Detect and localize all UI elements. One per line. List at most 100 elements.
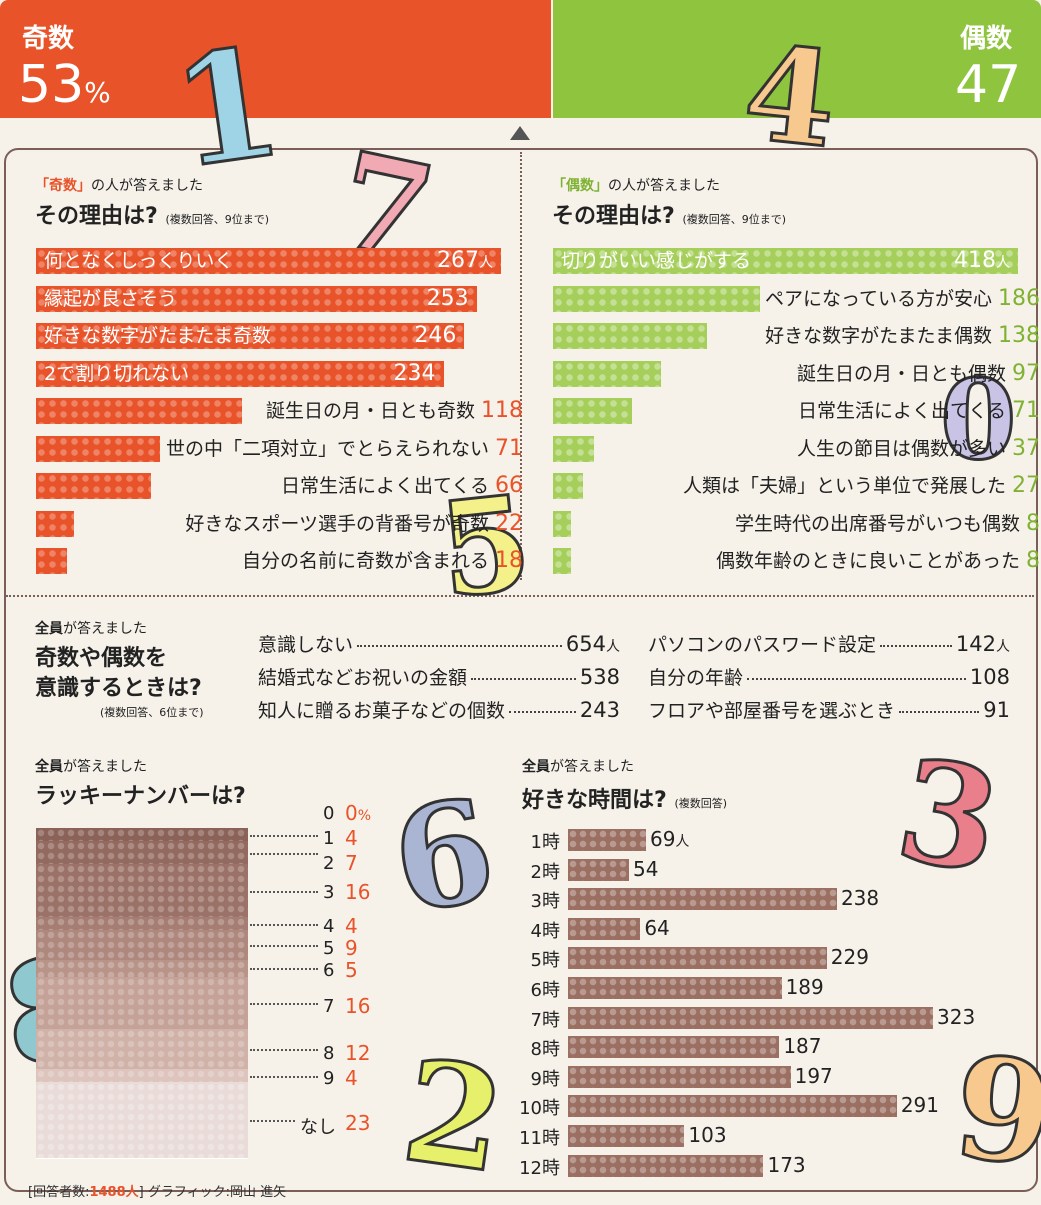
aware-value: 91 bbox=[983, 697, 1010, 722]
aware-respondents: 全員が答えました bbox=[35, 621, 147, 637]
reason-value: 97 bbox=[1012, 360, 1040, 386]
aware-label: 知人に贈るお菓子などの個数 bbox=[258, 700, 506, 722]
time-bar bbox=[568, 1154, 764, 1177]
lucky-segment bbox=[36, 841, 248, 866]
lucky-segment bbox=[36, 917, 248, 932]
time-bar bbox=[568, 1006, 933, 1029]
reason-label: 日常生活によく出てくる 71 bbox=[798, 398, 1040, 424]
lucky-number-label: 0 bbox=[323, 803, 335, 824]
reason-text: 日常生活によく出てくる bbox=[280, 475, 489, 497]
lucky-segment bbox=[36, 960, 248, 978]
number-zero-icon: 0 bbox=[939, 354, 1019, 486]
time-value: 229 bbox=[830, 945, 869, 970]
lucky-number-label: なし bbox=[300, 1117, 336, 1138]
lucky-leader bbox=[250, 890, 318, 893]
reason-value: 66 bbox=[495, 473, 523, 498]
reason-bar bbox=[553, 360, 661, 387]
lucky-value: 16 bbox=[345, 994, 371, 1018]
reason-bar bbox=[36, 285, 477, 312]
reason-bar bbox=[553, 473, 584, 499]
even-label: 偶数 bbox=[960, 24, 1013, 54]
reason-value: 246 bbox=[414, 323, 457, 348]
time-value: 238 bbox=[840, 886, 880, 911]
reason-text: 人生の節目は偶数が多い bbox=[796, 437, 1006, 460]
reason-label: 好きな数字がたまたま偶数 138 bbox=[765, 323, 1040, 349]
lucky-number-label: 8 bbox=[323, 1043, 335, 1064]
lucky-value: 7 bbox=[345, 851, 358, 875]
reason-bar bbox=[36, 360, 444, 387]
lucky-leader bbox=[250, 968, 318, 971]
aware-note: (複数回答、6位まで) bbox=[100, 706, 204, 719]
reason-label: 縁起が良さそう 253 bbox=[44, 286, 469, 312]
reason-text: 世の中「二項対立」でとらえられない bbox=[165, 437, 489, 460]
vertical-divider bbox=[520, 152, 522, 580]
time-value: 197 bbox=[794, 1063, 833, 1088]
reason-unit: 人 bbox=[996, 255, 1010, 271]
reason-value: 8 bbox=[1026, 510, 1040, 536]
odd-reasons-respondents: 「奇数」の人が答えました bbox=[35, 178, 203, 194]
time-label: 7時 bbox=[530, 1009, 560, 1031]
time-bar bbox=[568, 888, 837, 911]
lucky-segment bbox=[36, 828, 248, 843]
odd-percentage: 53% bbox=[18, 55, 111, 115]
lucky-unit: % bbox=[357, 808, 372, 824]
reason-bar bbox=[553, 548, 571, 574]
time-label: 8時 bbox=[530, 1039, 560, 1061]
time-value: 173 bbox=[767, 1152, 806, 1177]
lucky-value: 4 bbox=[345, 914, 358, 938]
lucky-leader bbox=[250, 1120, 295, 1123]
time-label: 5時 bbox=[530, 950, 560, 972]
reason-text: 日常生活によく出てくる bbox=[797, 400, 1006, 422]
up-arrow-icon bbox=[510, 126, 530, 140]
aware-unit: 人 bbox=[996, 638, 1010, 655]
reason-text: 切りがいい感じがする bbox=[561, 250, 752, 272]
reason-label: 切りがいい感じがする 418人 bbox=[561, 248, 1010, 276]
time-bar bbox=[568, 1036, 780, 1059]
lucky-leader bbox=[250, 945, 318, 948]
reason-value: 234 bbox=[393, 360, 436, 386]
reason-label: 人生の節目は偶数が多い 37 bbox=[797, 436, 1040, 462]
aware-title-line1: 奇数や偶数を bbox=[35, 646, 168, 671]
reason-bar bbox=[36, 248, 501, 274]
aware-label: 自分の年齢 bbox=[648, 667, 744, 689]
time-label: 4時 bbox=[530, 920, 560, 942]
reason-text: 誕生日の月・日とも偶数 bbox=[796, 362, 1006, 385]
lucky-number-label: 5 bbox=[323, 938, 335, 959]
aware-label: パソコンのパスワード設定 bbox=[648, 634, 877, 656]
aware-row: 結婚式などお祝いの金額 538 bbox=[258, 663, 620, 690]
reason-value: 37 bbox=[1012, 435, 1040, 461]
time-label: 2時 bbox=[530, 861, 560, 883]
aware-title-line2: 意識するときは? bbox=[35, 676, 202, 701]
aware-unit: 人 bbox=[606, 638, 620, 655]
reason-bar bbox=[36, 548, 68, 574]
lucky-segment bbox=[36, 864, 248, 919]
reason-label: 日常生活によく出てくる 66 bbox=[281, 473, 523, 499]
reason-value: 22 bbox=[495, 510, 523, 536]
aware-row: 自分の年齢 108 bbox=[648, 663, 1010, 690]
aware-row: 意識しない 654人 bbox=[258, 630, 620, 657]
time-label: 6時 bbox=[530, 980, 560, 1001]
reason-bar bbox=[36, 510, 75, 537]
lucky-leader bbox=[250, 834, 318, 837]
reason-label: 世の中「二項対立」でとらえられない 71 bbox=[166, 436, 523, 462]
reason-bar bbox=[553, 323, 707, 349]
aware-value: 108 bbox=[969, 664, 1010, 689]
lucky-segment bbox=[36, 1082, 248, 1159]
reason-label: 学生時代の出席番号がいつも偶数 8 bbox=[735, 511, 1040, 537]
lucky-value: 16 bbox=[345, 880, 371, 904]
reason-text: 好きな数字がたまたま偶数 bbox=[765, 325, 992, 347]
aware-label: フロアや部屋番号を選ぶとき bbox=[648, 700, 896, 722]
lucky-leader bbox=[250, 1002, 318, 1005]
reason-bar bbox=[553, 248, 1018, 274]
time-value: 189 bbox=[785, 975, 824, 999]
reason-label: 2で割り切れない 234 bbox=[44, 361, 436, 387]
horizontal-divider bbox=[6, 595, 1034, 597]
time-bar bbox=[568, 977, 782, 999]
lucky-number-label: 2 bbox=[323, 853, 335, 874]
time-label: 1時 bbox=[530, 832, 560, 853]
reason-text: 何となくしっくりいく bbox=[44, 250, 234, 272]
time-unit: 人 bbox=[675, 834, 690, 850]
lucky-number-label: 7 bbox=[323, 996, 335, 1017]
time-value: 64 bbox=[644, 915, 670, 940]
reason-label: 好きな数字がたまたま奇数 246 bbox=[44, 323, 456, 349]
